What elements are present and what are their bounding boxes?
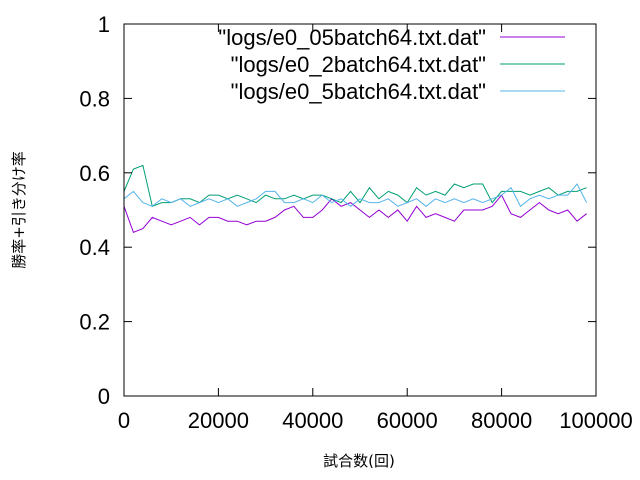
axis-ticks <box>123 23 597 397</box>
axis-tick-labels: 0 0.2 0.4 0.6 0.8 1 0 20000 40000 60000 80000 10000… <box>79 12 632 433</box>
x-tick-label: 20000 <box>188 408 249 433</box>
legend-entry-label: "logs/e0_05batch64.txt.dat" <box>218 25 486 50</box>
x-tick-label: 0 <box>118 408 130 433</box>
y-tick-label: 0.4 <box>79 235 110 260</box>
y-tick-label: 0 <box>98 384 110 409</box>
x-tick-label: 40000 <box>282 408 343 433</box>
y-tick-label: 1 <box>98 12 110 37</box>
x-tick-label: 80000 <box>471 408 532 433</box>
series-layer <box>123 164 588 233</box>
x-tick-label: 100000 <box>559 408 632 433</box>
legend: "logs/e0_05batch64.txt.dat""logs/e0_2bat… <box>218 25 565 104</box>
series-line-1 <box>123 194 587 233</box>
y-tick-label: 0.6 <box>79 161 110 186</box>
series-line-2 <box>123 164 587 207</box>
y-axis-label: 勝率+引き分け率 <box>10 151 28 269</box>
plot-frame <box>123 23 597 397</box>
y-tick-label: 0.8 <box>79 86 110 111</box>
y-tick-label: 0.2 <box>79 310 110 335</box>
legend-entry-label: "logs/e0_5batch64.txt.dat" <box>231 79 486 104</box>
legend-entry-label: "logs/e0_2batch64.txt.dat" <box>231 52 486 77</box>
x-tick-label: 60000 <box>377 408 438 433</box>
series-line-3 <box>123 183 588 208</box>
x-axis-label: 試合数(回) <box>323 452 395 470</box>
